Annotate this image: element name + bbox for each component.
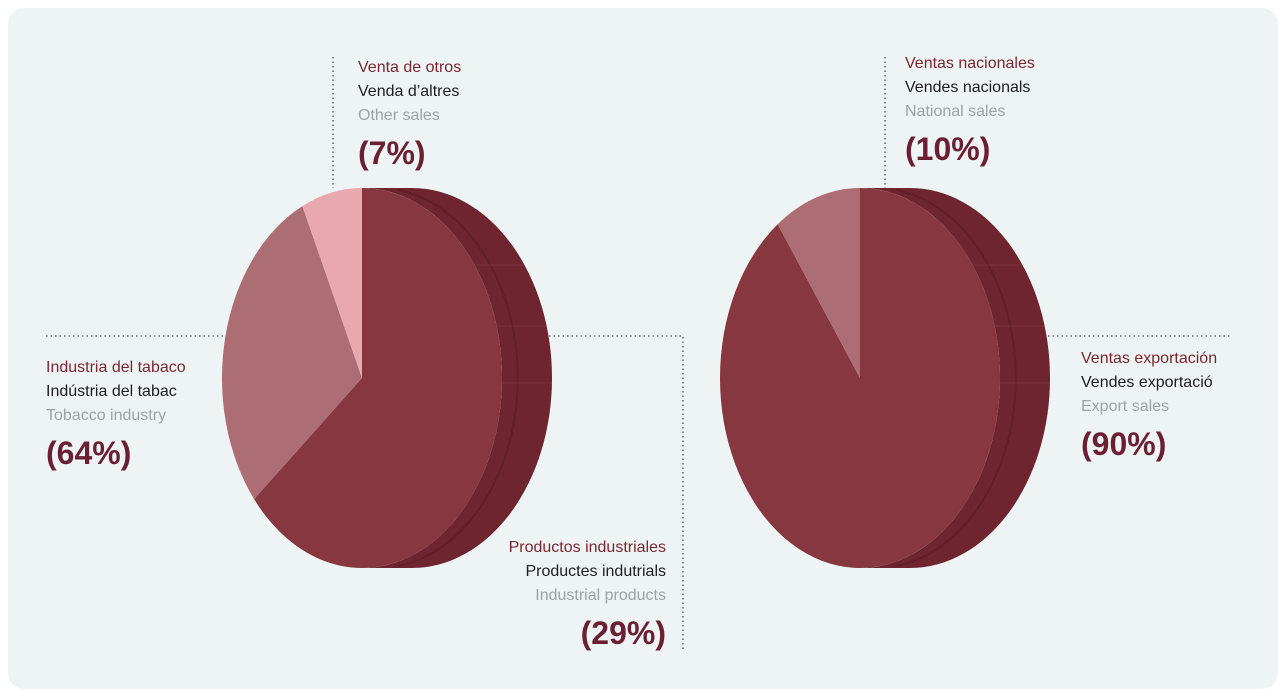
label-en: Tobacco industry (46, 407, 167, 424)
label-industrial-products: Productos industriales Productes indutri… (509, 536, 666, 654)
pie-side-rim (397, 189, 519, 567)
label-ca: Venda d’altres (358, 83, 460, 100)
chart-panel (8, 8, 1278, 689)
percent-label: (7%) (358, 135, 426, 171)
label-es: Industria del tabaco (46, 359, 186, 376)
label-national-sales: Ventas nacionales Vendes nacionals Natio… (905, 52, 1035, 170)
label-es: Venta de otros (358, 59, 462, 76)
label-en: Industrial products (535, 587, 666, 604)
pie-slice (254, 188, 502, 568)
pie-slice (302, 188, 362, 378)
pie-side (362, 188, 552, 568)
label-en: Other sales (358, 107, 440, 124)
label-ca: Productes indutrials (525, 563, 666, 580)
label-tobacco-industry: Industria del tabaco Indústria del tabac… (46, 356, 186, 474)
label-other-sales: Venta de otros Venda d’altres Other sale… (358, 56, 461, 174)
label-en: Export sales (1081, 398, 1170, 415)
percent-label: (29%) (580, 615, 666, 651)
label-en: National sales (905, 103, 1006, 120)
pie-slice (221, 206, 362, 500)
label-es: Productos industriales (508, 539, 666, 556)
percent-label: (64%) (46, 435, 132, 471)
label-ca: Vendes exportació (1081, 374, 1213, 391)
percent-label: (90%) (1081, 426, 1167, 462)
pie-slice (777, 188, 860, 378)
pie-side (860, 188, 1050, 568)
label-es: Ventas nacionales (905, 55, 1035, 72)
pie-side-rim (895, 189, 1017, 567)
label-es: Ventas exportación (1081, 350, 1218, 367)
label-ca: Indústria del tabac (46, 383, 177, 400)
label-ca: Vendes nacionals (905, 79, 1031, 96)
percent-label: (10%) (905, 131, 991, 167)
label-export-sales: Ventas exportación Vendes exportació Exp… (1081, 347, 1217, 465)
